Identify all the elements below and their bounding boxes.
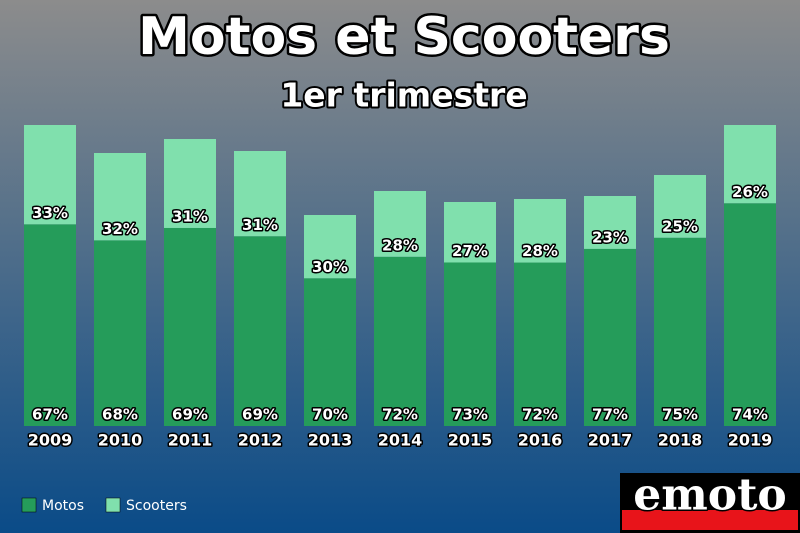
bar-segment [374,256,426,426]
bar-segment [654,237,706,426]
value-label: 23% [592,228,628,246]
value-label: 31% [242,216,278,234]
bar-segment [24,125,76,225]
bar-segment [164,227,216,426]
value-label: 69% [242,406,278,424]
logo-text: emoto [633,470,787,521]
value-label: 69% [172,406,208,424]
value-label: 72% [382,406,418,424]
bar-segment [724,125,776,204]
value-label: 73% [452,406,488,424]
x-tick-label: 2013 [308,431,353,450]
bar-segment [514,262,566,426]
value-label: 33% [32,204,68,222]
bar-segment [514,199,566,263]
value-label: 26% [732,183,768,201]
x-tick-label: 2015 [448,431,493,450]
bar-segment [164,139,216,228]
legend-swatch [21,497,37,513]
x-tick-label: 2012 [238,431,283,450]
value-label: 32% [102,220,138,238]
value-label: 30% [312,258,348,276]
x-tick-label: 2010 [98,431,143,450]
value-label: 67% [32,406,68,424]
bar-segment [304,215,356,279]
value-label: 72% [522,406,558,424]
bar-segment [444,202,496,263]
logo: emoto [620,468,800,533]
bar-segment [304,278,356,426]
value-label: 74% [732,406,768,424]
value-label: 27% [452,242,488,260]
value-label: 25% [662,217,698,235]
legend-label: Motos [42,498,84,514]
value-label: 31% [172,207,208,225]
bar-segment [584,248,636,426]
bar-segment [374,191,426,257]
logo-band [622,510,798,530]
bar-segment [654,175,706,238]
value-label: 28% [382,236,418,254]
x-tick-label: 2011 [168,431,213,450]
bar-segment [234,236,286,426]
bar-segment [94,153,146,241]
chart-subtitle: 1er trimestre [280,76,527,115]
chart-title: Motos et Scooters [138,7,670,67]
x-tick-label: 2014 [378,431,423,450]
x-tick-label: 2018 [658,431,703,450]
bar-segment [584,196,636,249]
value-label: 70% [312,406,348,424]
bar-segment [94,240,146,426]
bar-segment [234,151,286,237]
legend-swatch [105,497,121,513]
value-label: 68% [102,406,138,424]
x-tick-label: 2019 [728,431,773,450]
bar-segment [24,224,76,426]
value-label: 28% [522,242,558,260]
value-label: 77% [592,406,628,424]
bar-segment [724,203,776,426]
x-tick-label: 2017 [588,431,633,450]
bar-segment [444,262,496,426]
x-tick-label: 2009 [28,431,73,450]
x-tick-label: 2016 [518,431,563,450]
value-label: 75% [662,406,698,424]
legend-label: Scooters [126,498,187,514]
